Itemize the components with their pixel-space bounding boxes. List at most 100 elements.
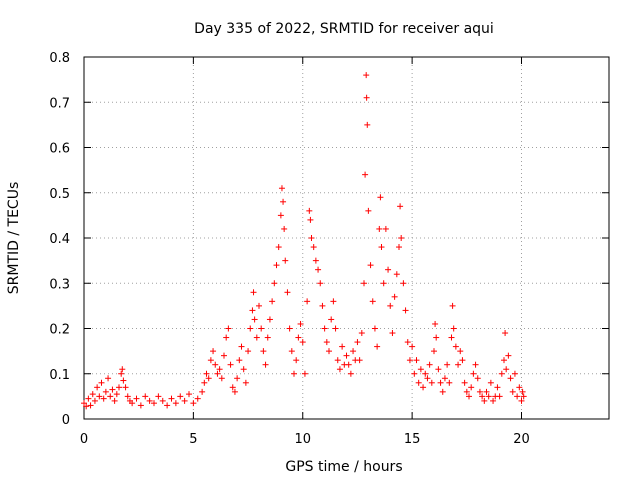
data-point <box>85 395 92 402</box>
data-point <box>494 384 501 391</box>
data-point <box>111 397 118 404</box>
data-point <box>275 244 282 251</box>
data-point <box>334 357 341 364</box>
data-point <box>159 397 166 404</box>
data-point <box>210 348 217 355</box>
data-point <box>476 388 483 395</box>
data-point <box>391 293 398 300</box>
data-point <box>328 316 335 323</box>
data-point <box>282 257 289 264</box>
data-point <box>307 216 314 223</box>
y-tick-label: 0.5 <box>49 187 70 202</box>
data-point <box>168 395 175 402</box>
y-tick-label: 0.7 <box>49 96 70 111</box>
data-point <box>479 393 486 400</box>
data-point <box>435 366 442 373</box>
data-point <box>281 225 288 232</box>
data-point <box>382 225 389 232</box>
data-point <box>449 302 456 309</box>
data-point <box>306 207 313 214</box>
data-point <box>485 393 492 400</box>
data-point <box>358 330 365 337</box>
data-point <box>505 352 512 359</box>
data-point <box>236 357 243 364</box>
data-point <box>356 357 363 364</box>
x-tick-label: 5 <box>189 432 197 447</box>
data-point <box>81 400 87 407</box>
data-point <box>470 370 477 377</box>
data-point <box>437 379 444 386</box>
data-point <box>404 339 411 346</box>
data-point <box>245 348 252 355</box>
data-point <box>284 289 291 296</box>
data-point <box>400 280 407 287</box>
data-point <box>446 379 453 386</box>
data-point <box>503 366 510 373</box>
data-point <box>317 280 324 287</box>
data-point <box>365 207 372 214</box>
data-point <box>286 325 293 332</box>
data-point <box>113 391 120 398</box>
data-point <box>199 388 206 395</box>
data-point <box>308 235 315 241</box>
data-point <box>258 325 265 332</box>
data-point <box>520 393 527 400</box>
data-point <box>377 194 384 201</box>
data-point <box>323 339 330 346</box>
data-point <box>212 361 219 368</box>
data-point <box>441 375 448 382</box>
data-point <box>409 343 416 350</box>
data-point <box>343 352 350 359</box>
data-point <box>256 302 262 309</box>
x-tick-label: 10 <box>294 432 311 447</box>
x-tick-label: 0 <box>80 432 88 447</box>
data-point <box>273 262 280 269</box>
data-point <box>519 388 526 395</box>
data-point <box>129 400 136 407</box>
data-point <box>269 298 276 305</box>
x-axis-label: GPS time / hours <box>285 459 402 475</box>
data-point <box>389 330 396 337</box>
data-point <box>105 375 112 382</box>
data-point <box>483 388 490 395</box>
data-point <box>122 384 129 391</box>
data-point <box>398 235 405 241</box>
data-point <box>319 302 326 309</box>
y-tick-label: 0.8 <box>49 51 70 66</box>
data-point <box>439 388 446 395</box>
data-point <box>364 121 371 128</box>
data-point <box>411 370 418 377</box>
data-point <box>354 339 361 346</box>
data-point <box>413 357 420 364</box>
data-point <box>380 280 387 287</box>
data-point <box>146 397 153 404</box>
data-point <box>496 393 503 400</box>
data-point <box>350 348 357 355</box>
data-point <box>253 334 260 341</box>
data-point <box>186 391 192 398</box>
data-point <box>231 388 238 395</box>
data-point <box>207 357 214 364</box>
data-point <box>277 212 284 219</box>
data-point <box>251 316 258 323</box>
data-point <box>330 298 337 305</box>
data-point <box>393 271 400 278</box>
data-point <box>474 375 481 382</box>
data-point <box>481 397 488 404</box>
data-point <box>278 185 285 192</box>
x-tick-label: 20 <box>513 432 530 447</box>
data-point <box>247 325 254 332</box>
data-point <box>227 361 234 368</box>
data-point <box>376 225 383 232</box>
y-tick-label: 0.4 <box>49 232 70 247</box>
data-point <box>262 361 269 368</box>
data-point <box>448 334 455 341</box>
y-tick-label: 0.1 <box>49 368 70 383</box>
data-point <box>310 244 317 251</box>
data-point <box>363 94 370 101</box>
data-point <box>94 384 101 391</box>
data-point <box>332 325 339 332</box>
data-point <box>201 379 208 386</box>
data-point <box>301 370 308 377</box>
data-point <box>417 366 424 373</box>
